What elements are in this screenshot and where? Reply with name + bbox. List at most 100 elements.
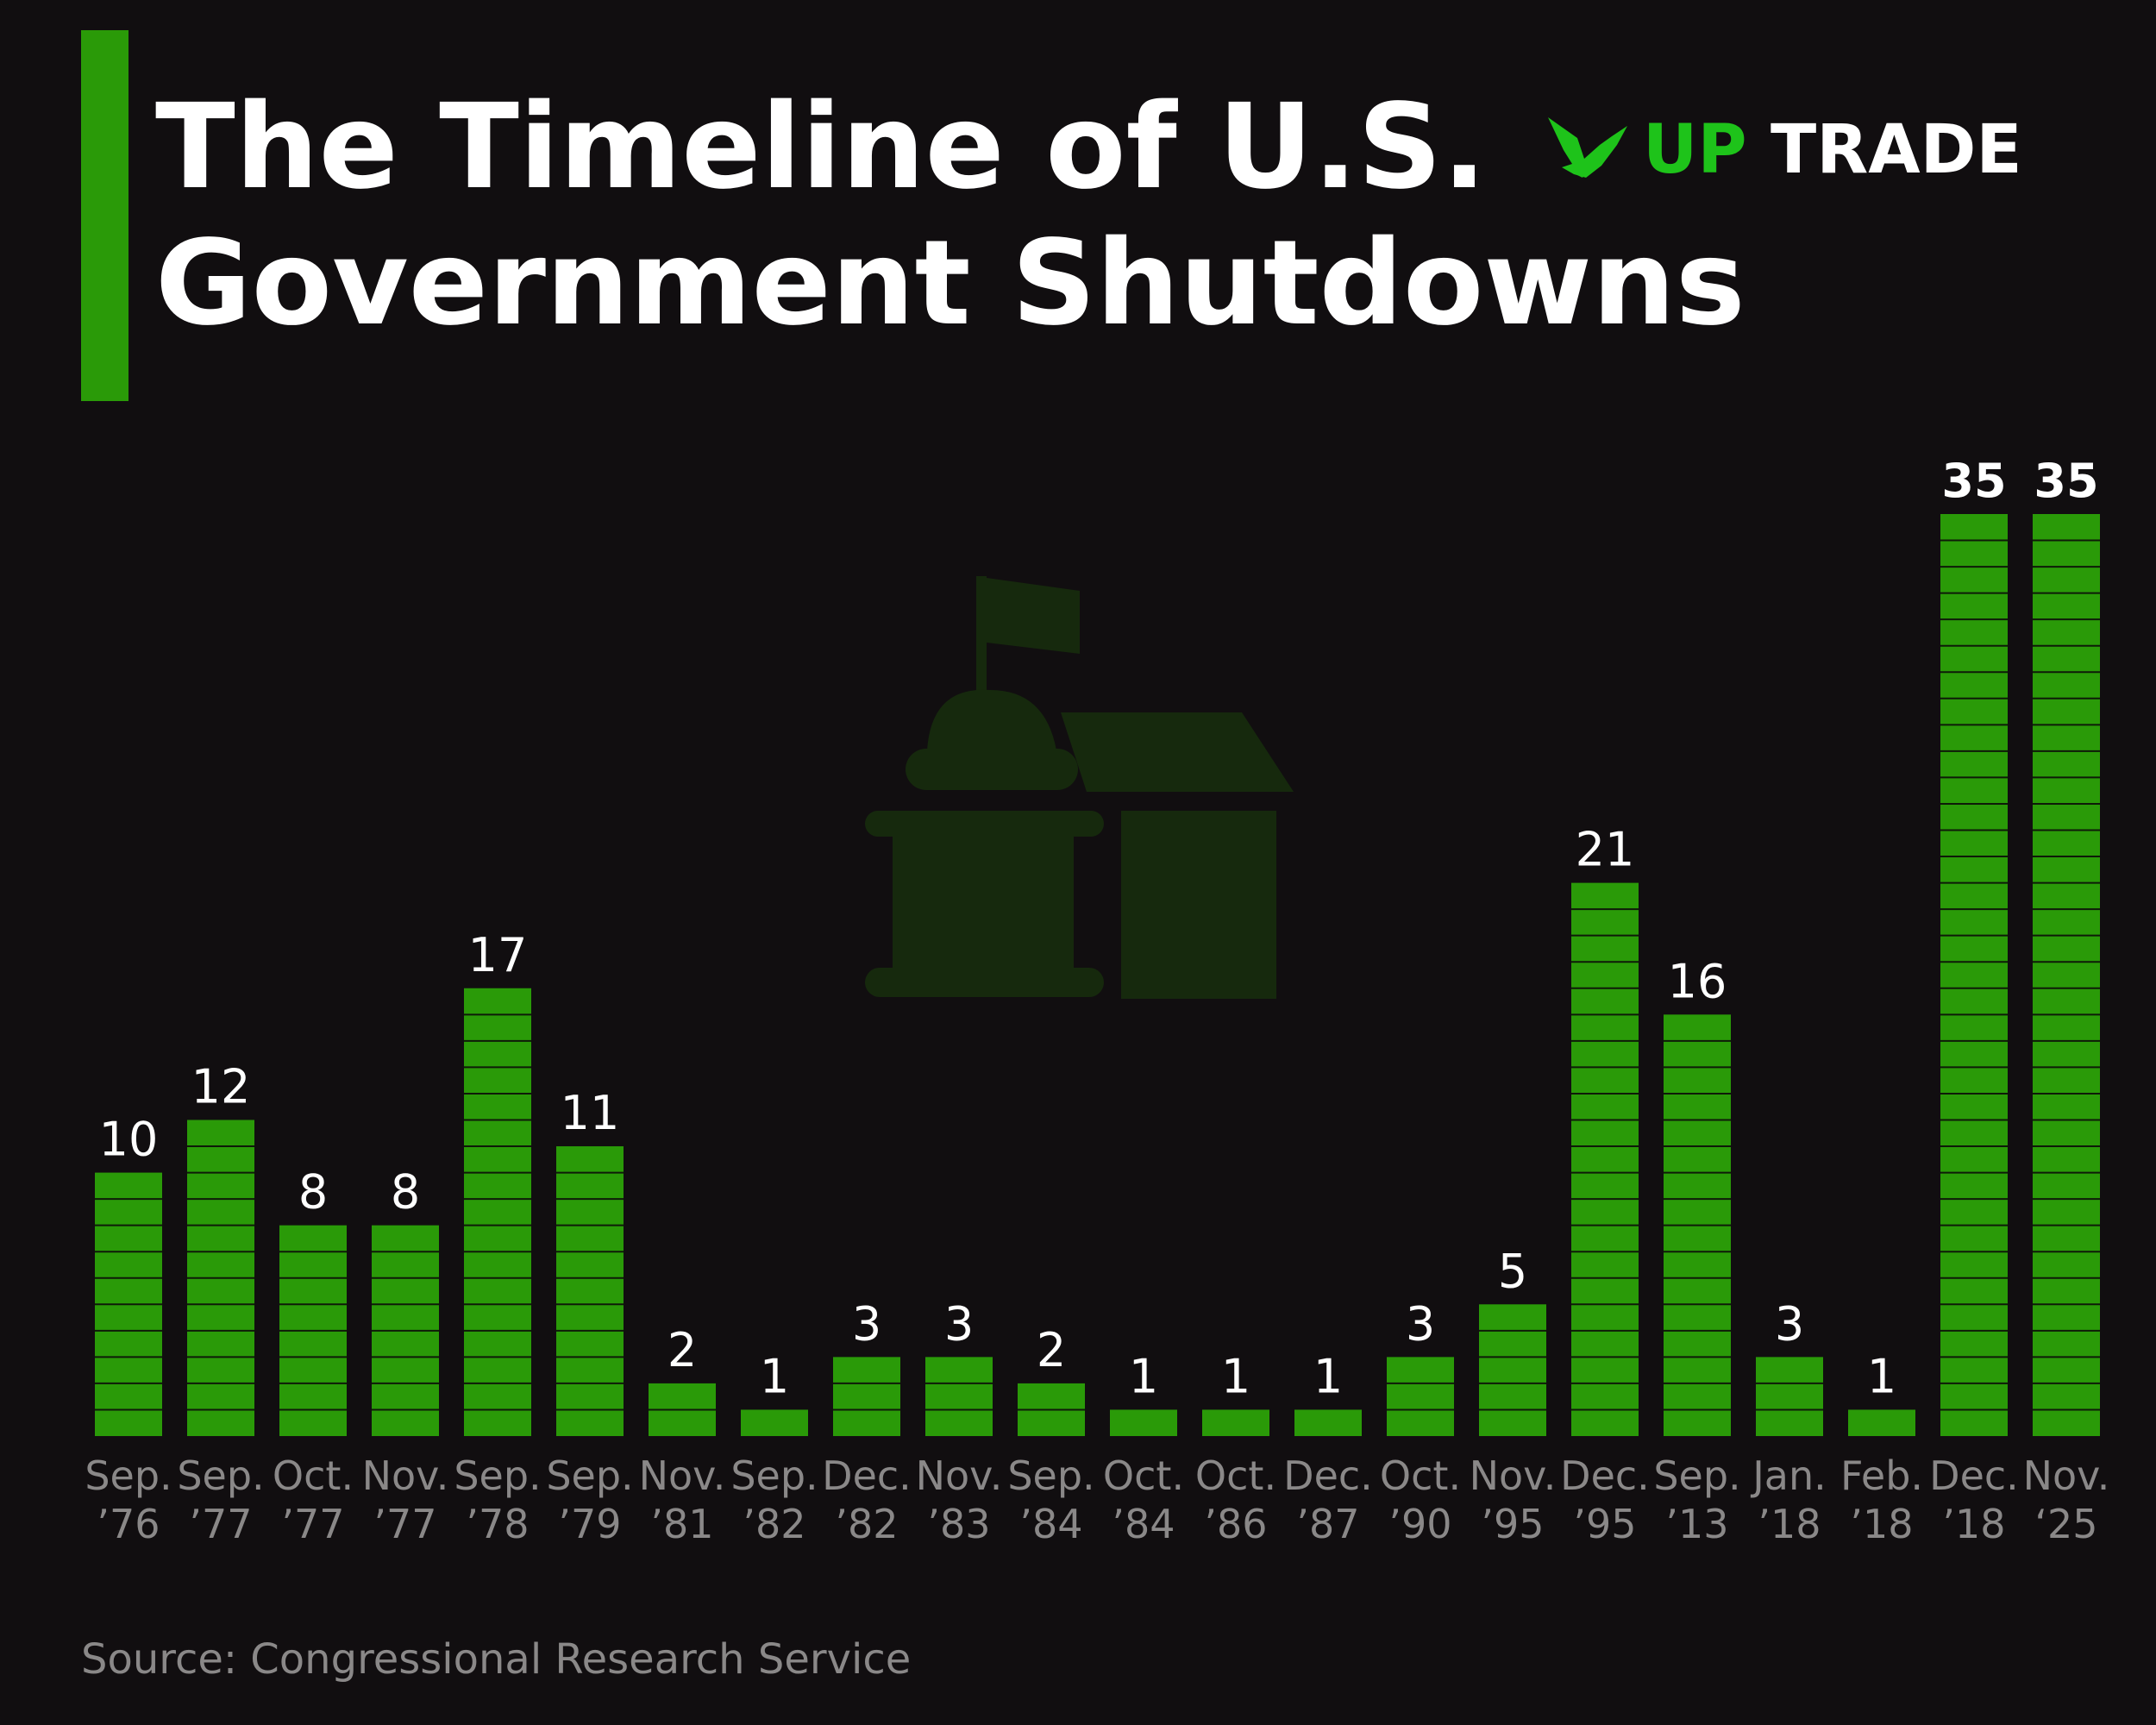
logo-text-trade: TRADE bbox=[1771, 111, 2022, 181]
x-tick-label-month: Nov. bbox=[1470, 1452, 1557, 1499]
x-tick-label-year: ’78 bbox=[466, 1501, 529, 1547]
x-tick-label-month: Dec. bbox=[822, 1452, 912, 1499]
value-label: 3 bbox=[1775, 1296, 1804, 1351]
bar-fill bbox=[1294, 1409, 1362, 1436]
x-tick-label-year: ’84 bbox=[1019, 1501, 1082, 1547]
logo-text-up: UP bbox=[1643, 111, 1747, 181]
title-accent-bar bbox=[81, 30, 128, 401]
bar bbox=[372, 1225, 439, 1436]
bar bbox=[1294, 1409, 1362, 1436]
value-label: 11 bbox=[561, 1086, 620, 1140]
x-tick-label-month: Sep. bbox=[1653, 1452, 1740, 1499]
bar bbox=[1571, 882, 1639, 1436]
x-tick-label-year: ’76 bbox=[97, 1501, 160, 1547]
value-label: 5 bbox=[1498, 1244, 1527, 1298]
bar bbox=[1387, 1357, 1454, 1436]
x-tick-label-year: ’95 bbox=[1481, 1501, 1544, 1547]
bar bbox=[1202, 1409, 1269, 1436]
bar bbox=[95, 1172, 162, 1436]
bar bbox=[556, 1146, 624, 1436]
x-tick-label-year: ’18 bbox=[1942, 1501, 2005, 1547]
x-tick-label-year: ’83 bbox=[927, 1501, 990, 1547]
bar-fill bbox=[1940, 514, 2008, 1436]
capitol-building-icon bbox=[865, 576, 1294, 999]
bar-fill bbox=[556, 1146, 624, 1436]
x-tick-label-month: Sep. bbox=[454, 1452, 541, 1499]
bar bbox=[1940, 514, 2008, 1436]
x-tick-label-year: ’18 bbox=[1850, 1501, 1913, 1547]
bar bbox=[1018, 1383, 1085, 1436]
x-tick-label-year: ’79 bbox=[558, 1501, 621, 1547]
x-tick-label-year: ’95 bbox=[1573, 1501, 1636, 1547]
value-label: 35 bbox=[2034, 454, 2098, 508]
value-label: 3 bbox=[944, 1296, 974, 1351]
bar bbox=[649, 1383, 716, 1436]
x-tick-label-month: Sep. bbox=[177, 1452, 264, 1499]
value-label: 2 bbox=[1037, 1323, 1066, 1377]
value-label: 1 bbox=[1867, 1349, 1896, 1403]
x-tick-label-month: Sep. bbox=[85, 1452, 172, 1499]
bar-fill bbox=[1756, 1357, 1823, 1436]
x-tick-label-year: ‘25 bbox=[2034, 1501, 2097, 1547]
value-label: 16 bbox=[1668, 954, 1727, 1008]
x-tick-label-month: Sep. bbox=[1007, 1452, 1094, 1499]
x-tick-label-month: Nov. bbox=[916, 1452, 1003, 1499]
x-tick-label-month: Nov. bbox=[639, 1452, 726, 1499]
x-tick-label-month: Dec. bbox=[1283, 1452, 1373, 1499]
bar-fill bbox=[1571, 882, 1639, 1436]
x-tick-label-month: Oct. bbox=[1380, 1452, 1461, 1499]
bar-fill bbox=[2033, 514, 2100, 1436]
uptrade-logo: UP TRADE bbox=[1548, 111, 2022, 181]
source-note: Source: Congressional Research Service bbox=[81, 1635, 912, 1684]
chart-title-line-2: Government Shutdowns bbox=[155, 216, 1745, 352]
bar-fill bbox=[1479, 1304, 1546, 1436]
value-label: 1 bbox=[1221, 1349, 1250, 1403]
bar bbox=[1848, 1409, 1915, 1436]
value-label: 1 bbox=[1129, 1349, 1158, 1403]
bar bbox=[2033, 514, 2100, 1436]
bar bbox=[925, 1357, 993, 1436]
x-tick-label-year: ’13 bbox=[1665, 1501, 1728, 1547]
x-tick-label-month: Oct. bbox=[1103, 1452, 1184, 1499]
bar bbox=[741, 1409, 808, 1436]
bar bbox=[1756, 1357, 1823, 1436]
bar-fill bbox=[925, 1357, 993, 1436]
bar-fill bbox=[1110, 1409, 1177, 1436]
x-tick-label-month: Oct. bbox=[1195, 1452, 1276, 1499]
x-tick-label-month: Jan. bbox=[1750, 1452, 1827, 1499]
bar-fill bbox=[741, 1409, 808, 1436]
x-tick-labels-group: Sep.’76Sep.’77Oct.’77Nov.’77Sep.’78Sep.’… bbox=[85, 1452, 2109, 1547]
bar-fill bbox=[1387, 1357, 1454, 1436]
x-tick-label-month: Sep. bbox=[730, 1452, 818, 1499]
x-tick-label-month: Nov. bbox=[2023, 1452, 2110, 1499]
x-tick-label-month: Sep. bbox=[546, 1452, 633, 1499]
value-label: 1 bbox=[760, 1349, 789, 1403]
value-label: 1 bbox=[1313, 1349, 1343, 1403]
x-tick-label-month: Oct. bbox=[273, 1452, 354, 1499]
x-tick-label-year: ’81 bbox=[650, 1501, 713, 1547]
bar bbox=[187, 1120, 254, 1436]
x-tick-label-month: Nov. bbox=[362, 1452, 449, 1499]
x-tick-label-year: ’90 bbox=[1388, 1501, 1451, 1547]
value-label: 3 bbox=[852, 1296, 881, 1351]
x-tick-label-year: ’87 bbox=[1296, 1501, 1359, 1547]
chart-title: The Timeline of U.S. Government Shutdown… bbox=[155, 79, 1745, 352]
bar-fill bbox=[464, 988, 531, 1436]
x-tick-label-year: ’77 bbox=[281, 1501, 344, 1547]
value-label: 35 bbox=[1941, 454, 2006, 508]
x-tick-label-month: Feb. bbox=[1840, 1452, 1923, 1499]
bar bbox=[279, 1225, 347, 1436]
value-label: 17 bbox=[468, 928, 528, 982]
value-label: 3 bbox=[1406, 1296, 1435, 1351]
bar bbox=[1664, 1014, 1731, 1436]
x-tick-label-year: ’77 bbox=[189, 1501, 252, 1547]
bar bbox=[464, 988, 531, 1436]
value-label: 8 bbox=[298, 1165, 328, 1220]
bar bbox=[1110, 1409, 1177, 1436]
value-label: 8 bbox=[391, 1165, 420, 1220]
value-label: 2 bbox=[667, 1323, 697, 1377]
x-tick-label-year: ’77 bbox=[373, 1501, 436, 1547]
value-label: 12 bbox=[191, 1059, 251, 1113]
